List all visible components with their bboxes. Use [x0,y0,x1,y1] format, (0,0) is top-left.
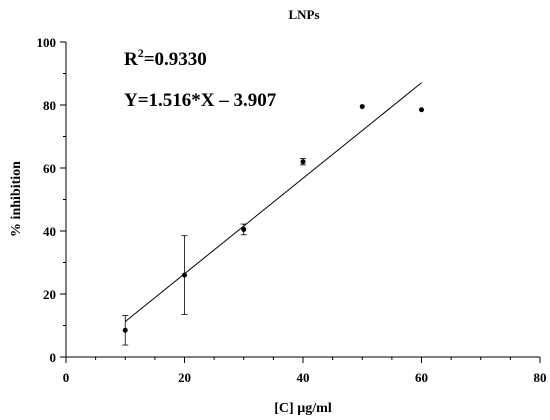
fit-line-group [124,82,422,322]
y-tick-label: 100 [37,35,57,50]
data-point [241,226,247,232]
data-point [419,107,424,113]
regression-equation: Y=1.516*X – 3.907 [124,90,277,111]
data-point [359,104,365,110]
y-tick-label: 0 [50,350,57,365]
y-axis-label: % inhibition [9,161,24,237]
y-tick-label: 60 [43,161,56,176]
x-tick-label: 80 [534,370,547,385]
x-tick-label: 40 [297,370,310,385]
y-tick-label: 40 [43,224,56,239]
r-squared-value: =0.9330 [144,49,207,70]
r-squared-annotation: R2=0.9330 [124,46,207,70]
y-axis: 0 20 40 60 80 100 [37,35,67,365]
y-tick-label: 20 [43,287,56,302]
error-bars [122,158,306,346]
regression-line [124,82,422,322]
x-axis-label: [C] µg/ml [274,401,332,416]
data-point [122,327,128,333]
data-point [182,272,187,278]
x-tick-label: 60 [415,370,428,385]
data-points [122,104,424,333]
x-tick-label: 20 [178,370,191,385]
r-squared-superscript: 2 [138,46,144,60]
r-squared-prefix: R [124,49,138,70]
y-tick-label: 80 [43,98,56,113]
x-axis: 0 20 40 60 80 [63,356,547,385]
chart-title: LNPs [288,7,319,22]
x-tick-label: 0 [63,370,70,385]
data-point [300,159,306,165]
